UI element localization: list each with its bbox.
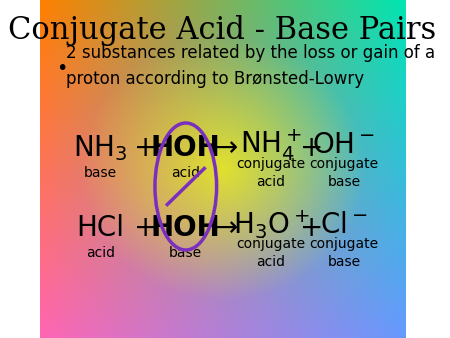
Text: →: → <box>215 134 238 162</box>
Text: $\mathrm{Cl^-}$: $\mathrm{Cl^-}$ <box>320 211 368 239</box>
Text: conjugate
acid: conjugate acid <box>236 237 306 269</box>
Text: •: • <box>56 58 68 77</box>
Text: 2 substances related by the loss or gain of a
proton according to Brønsted-Lowry: 2 substances related by the loss or gain… <box>66 45 435 88</box>
Text: acid: acid <box>171 166 200 180</box>
Text: Conjugate Acid - Base Pairs: Conjugate Acid - Base Pairs <box>8 15 436 46</box>
Text: base: base <box>84 166 117 180</box>
Text: +: + <box>134 214 157 242</box>
Text: $\mathrm{H_3O^+}$: $\mathrm{H_3O^+}$ <box>233 209 309 241</box>
Text: →: → <box>215 214 238 242</box>
Text: +: + <box>134 134 157 162</box>
Text: HOH: HOH <box>151 134 220 162</box>
Text: base: base <box>169 246 202 260</box>
Text: HOH: HOH <box>151 214 220 242</box>
Text: $\mathrm{NH_4^+}$: $\mathrm{NH_4^+}$ <box>240 127 302 163</box>
Text: conjugate
base: conjugate base <box>310 158 378 189</box>
Text: acid: acid <box>86 246 115 260</box>
Text: $\mathrm{NH_3}$: $\mathrm{NH_3}$ <box>73 133 128 163</box>
Text: conjugate
base: conjugate base <box>310 237 378 269</box>
Text: $\mathrm{OH^-}$: $\mathrm{OH^-}$ <box>312 131 375 159</box>
Text: +: + <box>300 214 323 242</box>
Text: HCl: HCl <box>76 214 125 242</box>
Text: conjugate
acid: conjugate acid <box>236 158 306 189</box>
Text: +: + <box>300 134 323 162</box>
